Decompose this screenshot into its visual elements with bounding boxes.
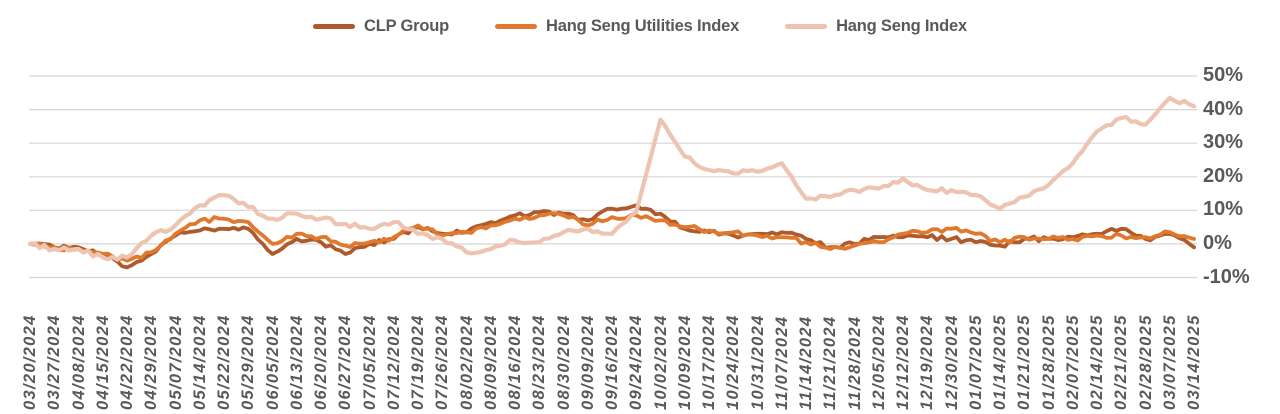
x-axis-tick-label: 08/30/2024 — [554, 314, 573, 410]
legend-label-clp-group: CLP Group — [364, 17, 450, 35]
x-axis-tick-label: 05/22/2024 — [215, 314, 233, 410]
x-axis-tick-label: 04/15/2024 — [93, 314, 112, 410]
x-axis-tick-label: 05/29/2024 — [239, 314, 258, 410]
x-axis-tick-label: 12/05/2024 — [869, 314, 888, 410]
x-axis-tick-label: 08/23/2024 — [530, 314, 549, 410]
x-axis-tick-label: 04/22/2024 — [118, 314, 136, 410]
legend-item-clp-group: CLP Group — [313, 17, 449, 36]
series-line-hang-seng-utilities-index — [28, 211, 1196, 263]
x-axis-tick-label: 08/16/2024 — [506, 314, 524, 410]
x-axis-tick-label: 07/05/2024 — [360, 314, 379, 410]
legend-item-hang-seng-utilities-index: Hang Seng Utilities Index — [495, 17, 739, 36]
y-axis-tick-label: 0% — [1203, 231, 1232, 254]
x-axis-tick-label: 06/13/2024 — [287, 314, 306, 410]
x-axis-tick-label: 03/14/2025 — [1185, 314, 1203, 410]
x-axis-tick-label: 10/24/2024 — [724, 314, 743, 410]
y-axis-tick-label: 30% — [1203, 131, 1244, 154]
legend-item-hang-seng-index: Hang Seng Index — [785, 17, 967, 36]
legend-label-hang-seng-utilities-index: Hang Seng Utilities Index — [546, 17, 740, 35]
legend-line-swatch-hang-seng-utilities-index — [495, 23, 538, 30]
x-axis-tick-label: 06/27/2024 — [336, 314, 355, 410]
x-axis-tick-label: 06/05/2024 — [263, 314, 282, 410]
x-axis-tick-label: 03/07/2025 — [1160, 314, 1179, 410]
x-axis-tick-label: 02/14/2025 — [1088, 314, 1106, 410]
x-axis-tick-label: 11/21/2024 — [821, 315, 840, 410]
x-axis-tick-label: 01/21/2025 — [1015, 314, 1034, 410]
x-axis-tick-label: 10/09/2024 — [675, 314, 694, 410]
x-axis-tick-label: 04/08/2024 — [69, 314, 88, 410]
x-axis-tick-label: 02/07/2025 — [1063, 314, 1082, 410]
x-axis-tick-label: 09/09/2024 — [578, 314, 597, 410]
x-axis-tick-label: 09/24/2024 — [627, 314, 646, 410]
y-axis-tick-label: 40% — [1203, 97, 1244, 120]
x-axis-tick-label: 10/02/2024 — [651, 314, 670, 410]
x-axis-tick-label: 09/16/2024 — [603, 314, 621, 410]
series-line-clp-group — [28, 203, 1196, 270]
y-axis-tick-label: 10% — [1203, 198, 1244, 221]
x-axis-tick-label: 06/20/2024 — [312, 314, 330, 410]
chart-legend: CLP Group Hang Seng Utilities Index Hang… — [0, 17, 1280, 36]
x-axis-tick-label: 03/20/2024 — [21, 314, 39, 410]
x-axis-tick-label: 07/12/2024 — [384, 314, 403, 410]
x-axis-tick-label: 02/21/2025 — [1112, 314, 1131, 410]
x-axis-tick-label: 08/09/2024 — [481, 314, 500, 410]
x-axis-tick-label: 08/02/2024 — [457, 314, 476, 410]
x-axis-tick-label: 03/27/2024 — [45, 314, 64, 410]
x-axis-tick-label: 11/07/2024 — [772, 315, 791, 410]
y-axis-tick-label: 50% — [1203, 64, 1244, 86]
series-line-hang-seng-index — [27, 95, 1197, 262]
x-axis-tick-label: 01/28/2025 — [1039, 314, 1058, 410]
y-axis-tick-label: 20% — [1203, 164, 1244, 187]
legend-line-swatch-hang-seng-index — [785, 23, 828, 30]
x-axis-tick-label: 12/30/2024 — [942, 314, 961, 410]
x-axis-tick-label: 11/14/2024 — [797, 315, 815, 410]
x-axis-tick-label: 01/14/2025 — [991, 314, 1009, 410]
x-axis-tick-label: 11/28/2024 — [845, 315, 864, 410]
x-axis-tick-label: 07/19/2024 — [409, 314, 427, 410]
gridlines — [29, 75, 1197, 279]
legend-line-swatch-clp-group — [313, 23, 356, 30]
x-axis-tick-label: 05/14/2024 — [190, 314, 209, 410]
x-axis-tick-label: 02/28/2025 — [1136, 314, 1155, 410]
y-axis-tick-label: -10% — [1203, 265, 1250, 288]
x-axis-tick-label: 01/07/2025 — [966, 314, 985, 410]
x-axis-tick-label: 12/12/2024 — [894, 314, 912, 410]
x-axis-tick-label: 07/26/2024 — [433, 314, 452, 410]
x-axis-tick-label: 12/19/2024 — [918, 314, 937, 410]
legend-label-hang-seng-index: Hang Seng Index — [836, 17, 967, 35]
x-axis-tick-label: 10/17/2024 — [700, 314, 718, 410]
x-axis-tick-label: 10/31/2024 — [748, 314, 767, 410]
x-axis-tick-label: 05/07/2024 — [166, 314, 185, 410]
x-axis-tick-label: 04/29/2024 — [142, 314, 161, 410]
